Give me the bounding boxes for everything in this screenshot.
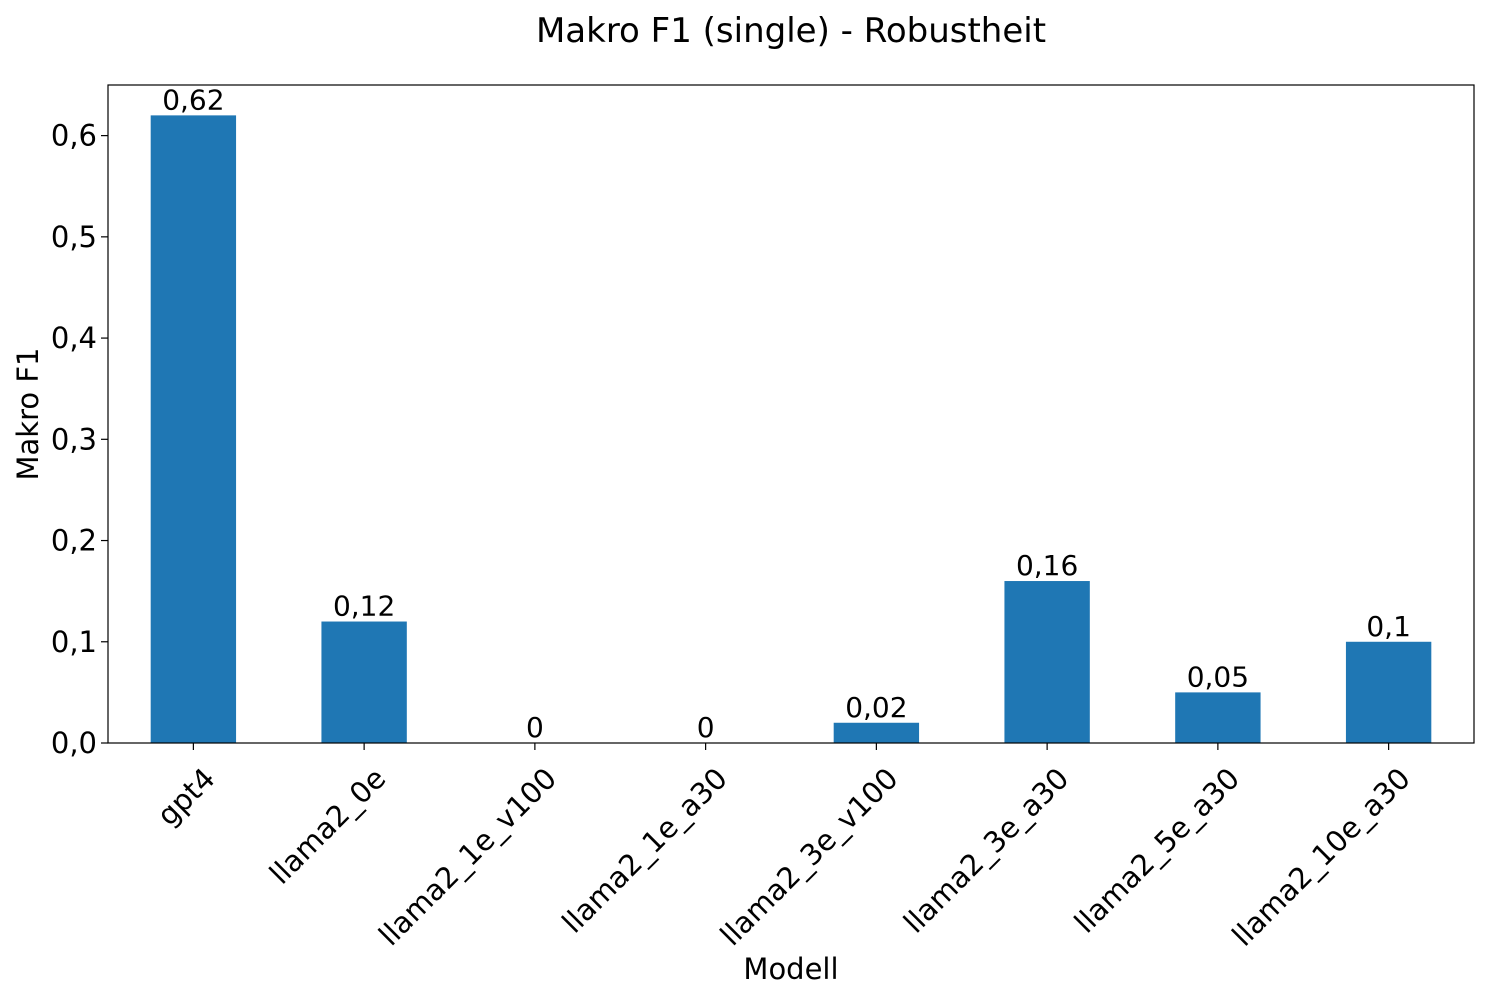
x-tick-label: llama2_0e xyxy=(263,761,393,891)
x-tick-label: llama2_3e_v100 xyxy=(714,761,905,952)
data-label: 0,12 xyxy=(333,590,395,623)
x-axis-ticks: gpt4 llama2_0ellama2_1e_v100llama2_1e_a30… xyxy=(150,743,1417,953)
x-tick-label: gpt4 xyxy=(150,761,221,832)
y-axis-label: Makro F1 xyxy=(11,348,45,481)
data-label: 0 xyxy=(697,711,715,744)
bar xyxy=(833,722,920,743)
plot-frame xyxy=(107,84,1475,744)
x-tick-label: llama2_1e_a30 xyxy=(555,761,733,939)
bar xyxy=(1004,581,1090,743)
y-tick-label: 0,0 xyxy=(51,726,97,760)
bar xyxy=(1175,692,1261,743)
bar xyxy=(150,115,237,743)
y-tick-label: 0,1 xyxy=(51,625,97,659)
data-label: 0,62 xyxy=(162,83,224,116)
bar xyxy=(321,621,407,743)
bars-group xyxy=(150,115,1432,743)
y-tick-label: 0,4 xyxy=(51,321,97,355)
y-tick-label: 0,6 xyxy=(51,119,97,153)
data-label: 0 xyxy=(526,711,544,744)
data-labels: 0,62 0,12 0 0 0,02 0,16 0,05 0,1 xyxy=(162,83,1411,744)
data-label: 0,1 xyxy=(1366,610,1411,643)
y-tick-label: 0,3 xyxy=(51,422,97,456)
x-axis-label: Modell xyxy=(743,952,838,986)
x-tick-label: llama2_10e_a30 xyxy=(1225,761,1416,952)
data-label: 0,16 xyxy=(1016,549,1078,582)
data-label: 0,05 xyxy=(1187,660,1249,693)
x-tick-label: llama2_3e_a30 xyxy=(897,761,1075,939)
bar xyxy=(1345,641,1432,743)
x-tick-label: llama2_5e_a30 xyxy=(1068,761,1246,939)
y-axis-ticks: 0,0 0,1 0,2 0,3 0,4 0,5 0,6 xyxy=(51,119,108,760)
data-label: 0,02 xyxy=(845,691,907,724)
y-tick-label: 0,5 xyxy=(51,220,97,254)
x-tick-label: llama2_1e_v100 xyxy=(372,761,563,952)
y-tick-label: 0,2 xyxy=(51,524,97,558)
chart-title: Makro F1 (single) - Robustheit xyxy=(536,11,1046,51)
